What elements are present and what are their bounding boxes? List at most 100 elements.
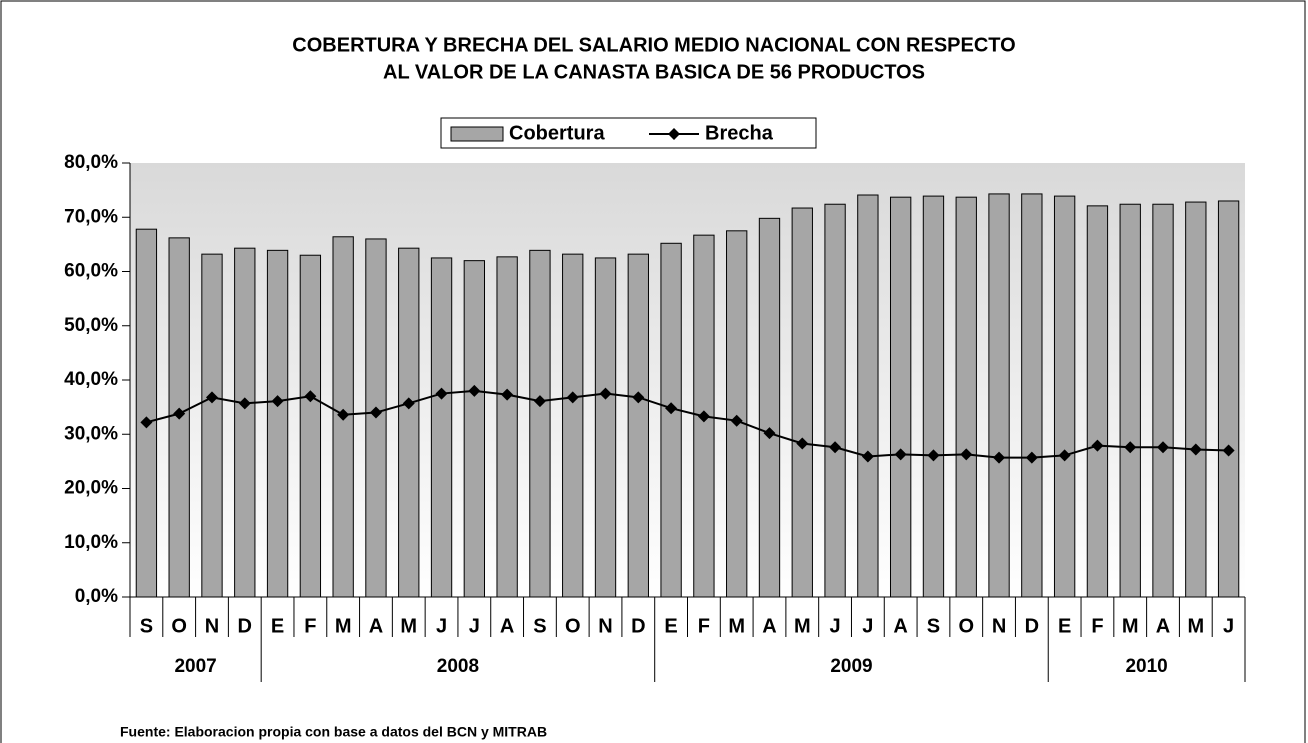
chart-title: AL VALOR DE LA CANASTA BASICA DE 56 PROD… — [383, 61, 925, 83]
bar — [889, 196, 912, 598]
marker — [1124, 441, 1137, 454]
marker — [238, 397, 251, 410]
x-tick-label: M — [728, 615, 745, 637]
x-tick-label: M — [1187, 615, 1204, 637]
bar — [627, 253, 649, 598]
bar — [430, 257, 453, 598]
x-tick-label: S — [533, 615, 546, 637]
year-label: 2007 — [174, 656, 216, 677]
year-label: 2009 — [830, 656, 872, 677]
bar — [1217, 200, 1240, 598]
bar — [824, 203, 846, 598]
marker — [1091, 439, 1104, 452]
legend-label: Brecha — [705, 122, 774, 144]
x-tick-label: M — [400, 615, 417, 637]
bar — [955, 196, 977, 598]
legend-marker — [668, 128, 680, 140]
marker — [599, 387, 612, 400]
marker — [730, 414, 743, 427]
plot-area — [130, 163, 1245, 597]
bar — [1086, 205, 1109, 598]
marker — [993, 451, 1006, 464]
bar — [201, 253, 223, 598]
marker — [369, 406, 382, 419]
x-tick-label: N — [598, 615, 612, 637]
marker — [468, 384, 481, 397]
marker — [894, 448, 907, 461]
bar — [791, 207, 813, 598]
bar — [594, 257, 617, 598]
marker — [304, 390, 317, 403]
x-tick-label: F — [698, 615, 710, 637]
y-tick-label: 10,0% — [64, 532, 118, 553]
chart-title: COBERTURA Y BRECHA DEL SALARIO MEDIO NAC… — [292, 34, 1015, 56]
bar — [234, 247, 256, 598]
y-tick-label: 50,0% — [64, 315, 118, 336]
y-tick-label: 80,0% — [64, 152, 118, 173]
bar — [496, 256, 518, 598]
x-tick-label: M — [1122, 615, 1139, 637]
x-tick-label: O — [958, 615, 974, 637]
bar — [922, 195, 945, 598]
x-tick-label: N — [205, 615, 219, 637]
marker — [1058, 449, 1071, 462]
marker — [501, 388, 514, 401]
marker — [337, 408, 350, 421]
bar — [857, 194, 879, 598]
legend-label: Cobertura — [509, 122, 605, 144]
x-tick-label: A — [893, 615, 907, 637]
y-tick-label: 20,0% — [64, 478, 118, 499]
marker — [763, 427, 776, 440]
bar — [758, 217, 781, 598]
marker — [435, 387, 448, 400]
marker — [861, 450, 874, 463]
x-tick-label: A — [500, 615, 514, 637]
x-tick-label: J — [436, 615, 447, 637]
x-tick-label: E — [1058, 615, 1071, 637]
x-tick-label: O — [171, 615, 187, 637]
bar — [988, 193, 1010, 598]
x-tick-label: J — [1223, 615, 1234, 637]
line — [146, 389, 1229, 459]
year-label: 2010 — [1125, 656, 1167, 677]
x-tick-label: O — [565, 615, 581, 637]
bar — [1185, 201, 1207, 598]
marker — [205, 391, 218, 404]
marker — [632, 391, 645, 404]
marker — [796, 437, 809, 450]
x-tick-label: J — [830, 615, 841, 637]
marker — [402, 397, 415, 410]
x-tick-label: A — [369, 615, 383, 637]
marker — [1157, 441, 1170, 454]
marker — [271, 395, 284, 408]
y-tick-label: 40,0% — [64, 369, 118, 390]
x-tick-label: D — [238, 615, 252, 637]
bar — [726, 230, 748, 598]
source: Fuente: Elaboracion propia con base a da… — [120, 724, 547, 740]
x-tick-label: A — [1156, 615, 1170, 637]
marker — [665, 402, 678, 415]
x-tick-label: M — [794, 615, 811, 637]
x-tick-label: S — [927, 615, 940, 637]
x-tick-label: J — [862, 615, 873, 637]
marker — [173, 407, 186, 420]
bar — [299, 254, 322, 598]
x-tick-label: E — [271, 615, 284, 637]
marker — [829, 441, 842, 454]
bar — [660, 242, 682, 598]
marker — [566, 391, 579, 404]
x-tick-label: S — [140, 615, 153, 637]
x-tick-label: J — [469, 615, 480, 637]
marker — [697, 410, 710, 423]
x-tick-label: F — [1091, 615, 1103, 637]
marker — [927, 449, 940, 462]
x-tick-label: D — [1025, 615, 1039, 637]
bar — [463, 260, 486, 598]
bar — [562, 253, 584, 598]
marker — [140, 416, 153, 429]
marker — [1189, 443, 1202, 456]
bar — [135, 228, 158, 598]
x-tick-label: E — [664, 615, 677, 637]
